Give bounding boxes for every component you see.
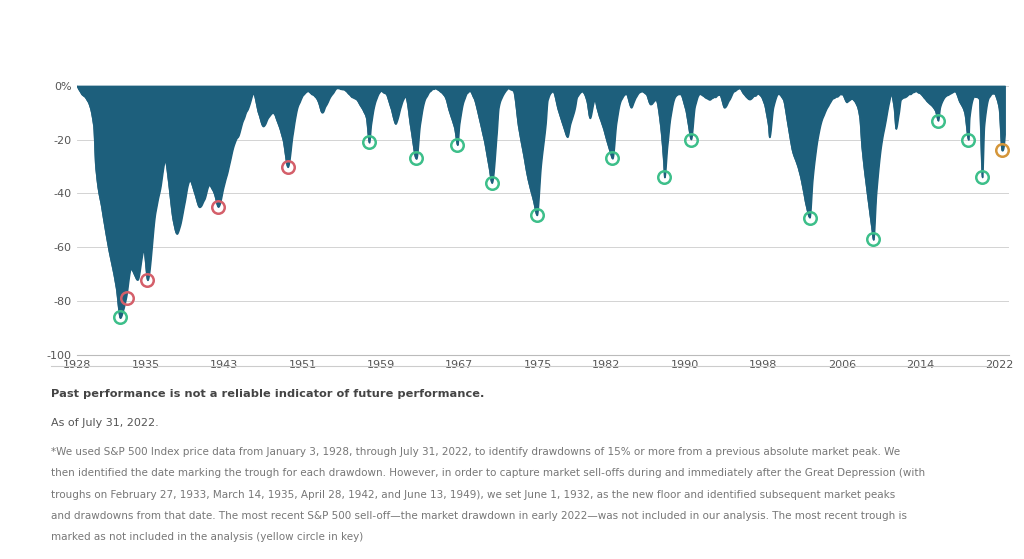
Text: As of July 31, 2022.: As of July 31, 2022. [51,418,159,428]
Text: troughs on February 27, 1933, March 14, 1935, April 28, 1942, and June 13, 1949): troughs on February 27, 1933, March 14, … [51,490,895,500]
Text: and drawdowns from that date. The most recent S&P 500 sell-off—the market drawdo: and drawdowns from that date. The most r… [51,511,907,521]
Text: then identified the date marking the trough for each drawdown. However, in order: then identified the date marking the tro… [51,468,926,479]
Text: marked as not included in the analysis (yellow circle in key): marked as not included in the analysis (… [51,532,364,542]
Text: *We used S&P 500 Index price data from January 3, 1928, through July 31, 2022, t: *We used S&P 500 Index price data from J… [51,447,900,457]
Text: Past performance is not a reliable indicator of future performance.: Past performance is not a reliable indic… [51,389,484,399]
